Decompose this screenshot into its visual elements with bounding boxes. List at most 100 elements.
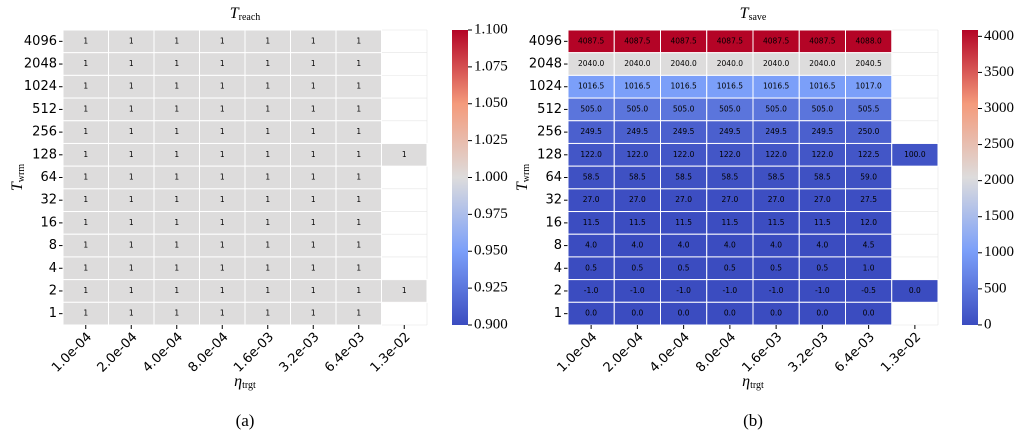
cell-label: 11.5 (675, 218, 692, 227)
cell-label: 1 (265, 218, 270, 227)
cell-label: 1.0 (863, 263, 875, 272)
cell-label: 1 (174, 82, 179, 91)
cell-label: 2040.0 (809, 59, 835, 68)
cell-label: 1 (129, 309, 134, 318)
cell-label: 249.5 (812, 127, 834, 136)
cell-label: 122.0 (812, 150, 834, 159)
cell-label: 505.0 (765, 104, 787, 113)
cell-label: 0.0 (724, 309, 736, 318)
chart-title: Treach (230, 5, 261, 24)
cell-label: 1 (174, 241, 179, 250)
colorbar-tick-label: 2500 (984, 136, 1014, 152)
cell-label: 1 (129, 195, 134, 204)
colorbar (962, 30, 978, 325)
cell-label: 11.5 (814, 218, 831, 227)
cell-label: 0.0 (585, 309, 597, 318)
cell-label: 1 (83, 195, 88, 204)
cell-label: 1 (311, 309, 316, 318)
cell-label: 2040.0 (717, 59, 743, 68)
colorbar-tick-label: 1.075 (474, 58, 508, 74)
cell-label: 0.0 (863, 309, 875, 318)
y-axis-label-sub: wrm (521, 164, 532, 183)
cell-label: 1 (83, 309, 88, 318)
cell-label: 1016.5 (578, 82, 604, 91)
cell-label: 1 (83, 36, 88, 45)
cell-label: 1 (311, 218, 316, 227)
cell-label: 1 (265, 195, 270, 204)
cell-label: 1 (356, 263, 361, 272)
x-axis-label-sub: trgt (242, 380, 256, 391)
cell-label: 1017.0 (856, 82, 882, 91)
cell-label: 1 (311, 195, 316, 204)
cell-label: 249.5 (719, 127, 741, 136)
cell-label: 1 (220, 150, 225, 159)
cell-label: 1 (356, 218, 361, 227)
x-tick-label: 1.3e-02 (368, 330, 414, 376)
y-tick-label: 8 (49, 238, 57, 253)
cell-label: 1 (83, 59, 88, 68)
y-tick-label: 4 (49, 261, 57, 276)
cell (381, 279, 428, 303)
cell-label: 1 (83, 173, 88, 182)
y-axis-label: Twrm (514, 164, 533, 191)
y-tick-label: 4096 (24, 34, 57, 49)
cell-label: 249.5 (627, 127, 649, 136)
cell (381, 142, 428, 167)
cell-label: 1 (265, 286, 270, 295)
cell-label: 1 (174, 309, 179, 318)
heatmap-panel: 4096 4087.5 4087.5 4087.5 4087.5 4087.5 4087.5… (514, 5, 1014, 430)
cell-label: 1 (311, 150, 316, 159)
cell-label: 1 (311, 104, 316, 113)
cell-label: 1 (356, 127, 361, 136)
cell-label: 4.0 (585, 241, 597, 250)
cell-label: 0.5 (678, 263, 690, 272)
cell-label: 58.5 (768, 173, 785, 182)
cell-label: 122.5 (858, 150, 880, 159)
cell-label: 4.0 (770, 241, 782, 250)
colorbar-tick-label: 1000 (984, 244, 1014, 260)
y-tick-label: 32 (545, 193, 562, 208)
y-tick-label: 4096 (529, 34, 562, 49)
cell-label: 58.5 (583, 173, 600, 182)
cell-label: 122.0 (673, 150, 695, 159)
colorbar-tick-label: 1.050 (474, 95, 508, 111)
x-tick-label: 8.0e-04 (693, 330, 739, 376)
cell-label: 1 (220, 195, 225, 204)
cell-label: -0.5 (861, 286, 876, 295)
cell-label: 1 (174, 263, 179, 272)
cell-label: 0.5 (816, 263, 828, 272)
x-tick-label: 8.0e-04 (186, 330, 232, 376)
x-tick-label: 6.4e-03 (832, 330, 878, 376)
cell-label: 122.0 (765, 150, 787, 159)
cell-label: 2040.0 (578, 59, 604, 68)
cell-label: 4.0 (631, 241, 643, 250)
cell-label: -1.0 (769, 286, 784, 295)
cell-label: 1 (356, 173, 361, 182)
cell-label: 1 (174, 150, 179, 159)
cell-label: 27.0 (722, 195, 739, 204)
cell-label: 0.0 (909, 286, 921, 295)
cell-label: 1016.5 (671, 82, 697, 91)
y-tick-label: 2048 (529, 57, 562, 72)
cell-label: 1 (265, 82, 270, 91)
cell-label: 1 (402, 286, 407, 295)
cell-label: 4.0 (816, 241, 828, 250)
cell-label: 1 (220, 36, 225, 45)
y-axis-label-base: T (9, 181, 26, 191)
cell-label: 1 (83, 263, 88, 272)
cell-label: 1 (129, 82, 134, 91)
x-tick-label: 1.3e-02 (878, 330, 924, 376)
x-tick-label: 4.0e-04 (140, 330, 186, 376)
cell-label: 1 (174, 59, 179, 68)
cell-label: 505.0 (627, 104, 649, 113)
chart-title-sub: save (749, 12, 767, 23)
cell-label: 250.0 (858, 127, 880, 136)
cell-label: 505.0 (673, 104, 695, 113)
cell-label: 249.5 (580, 127, 602, 136)
cell (891, 279, 939, 303)
cell-label: 1 (220, 82, 225, 91)
cell-label: 4087.5 (763, 36, 789, 45)
y-tick-label: 1024 (24, 79, 57, 94)
cell-label: 1 (83, 104, 88, 113)
